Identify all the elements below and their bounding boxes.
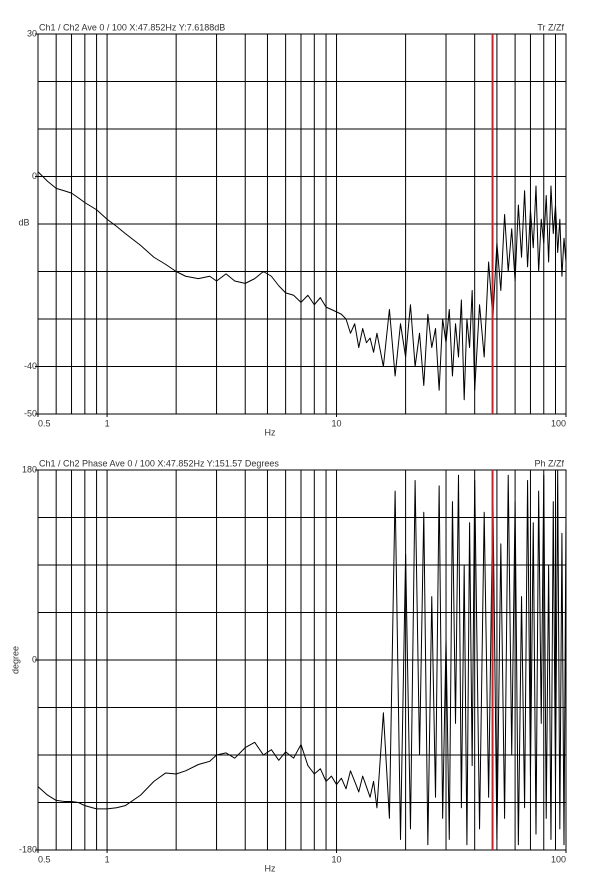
chart-title: Ch1 / Ch2 Ave 0 / 100 X:47.852Hz Y:7.618…: [39, 22, 225, 32]
y-tick-label: -50: [24, 408, 37, 418]
x-tick-label: 10: [332, 418, 342, 428]
x-tick-label: 10: [332, 854, 342, 864]
y-tick-label: 0: [32, 171, 37, 181]
data-line: [37, 469, 567, 846]
y-tick-label: 0: [32, 654, 37, 664]
y-tick-label: -40: [24, 361, 37, 371]
x-tick-label: 0.5: [38, 854, 51, 864]
y-axis-label: dB: [18, 217, 29, 227]
y-tick-label: 30: [27, 28, 37, 38]
plot-frame: [37, 33, 567, 415]
x-tick-label: 1: [105, 854, 110, 864]
chart-title-right: Ph Z/Zf: [534, 458, 564, 468]
chart-title-right: Tr Z/Zf: [537, 22, 564, 32]
x-tick-label: 100: [551, 854, 566, 864]
y-axis-label: degree: [10, 646, 20, 674]
y-tick-label: -180: [19, 844, 37, 854]
x-axis-label: Hz: [265, 427, 276, 437]
x-tick-label: 100: [551, 418, 566, 428]
x-tick-label: 0.5: [38, 418, 51, 428]
chart-title: Ch1 / Ch2 Phase Ave 0 / 100 X:47.852Hz Y…: [39, 458, 279, 468]
x-tick-label: 1: [105, 418, 110, 428]
x-axis-label: Hz: [265, 863, 276, 873]
y-tick-label: 180: [22, 464, 37, 474]
data-line: [37, 171, 567, 401]
